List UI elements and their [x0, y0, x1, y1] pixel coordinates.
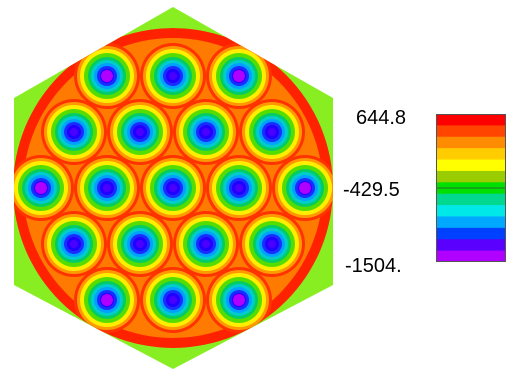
well — [206, 267, 272, 333]
colorbar-band — [436, 125, 506, 138]
well-center — [299, 182, 311, 194]
colorbar-band — [436, 250, 506, 262]
well-center — [35, 182, 47, 194]
well-center — [268, 128, 276, 136]
well — [140, 155, 206, 221]
colorbar-band — [436, 148, 506, 161]
well-center — [268, 240, 276, 248]
well — [239, 211, 305, 277]
well-center — [103, 184, 111, 192]
well-center — [136, 240, 144, 248]
colorbar-band — [436, 205, 506, 218]
well-center — [169, 184, 177, 192]
colorbar-max-label: 644.8 — [356, 107, 407, 129]
well-center — [202, 240, 210, 248]
well-center — [202, 128, 210, 136]
well-center — [169, 72, 177, 80]
colorbar — [436, 114, 506, 262]
well — [107, 99, 173, 165]
well-center — [101, 294, 113, 306]
well — [74, 43, 140, 109]
well — [239, 99, 305, 165]
well — [140, 267, 206, 333]
colorbar-band — [436, 227, 506, 240]
colorbar-min-label: -1504. — [345, 255, 402, 277]
colorbar-band — [436, 159, 506, 172]
colorbar-band — [436, 239, 506, 252]
well — [140, 43, 206, 109]
colorbar-band — [436, 170, 506, 183]
well-center — [70, 128, 78, 136]
well — [173, 211, 239, 277]
well-center — [70, 240, 78, 248]
colorbar-band — [436, 193, 506, 206]
well — [41, 99, 107, 165]
well — [74, 155, 140, 221]
colorbar-band — [436, 216, 506, 229]
well — [272, 155, 333, 221]
well — [107, 211, 173, 277]
well — [206, 43, 272, 109]
well-center — [233, 294, 245, 306]
well-center — [169, 296, 177, 304]
colorbar-band — [436, 114, 506, 126]
contour-disk — [14, 28, 333, 348]
colorbar-band — [436, 136, 506, 149]
colorbar-mid-label: -429.5 — [343, 179, 400, 201]
well — [14, 155, 74, 221]
hexagonal-field-plot — [14, 7, 333, 369]
well — [74, 267, 140, 333]
well-center — [233, 70, 245, 82]
well — [206, 155, 272, 221]
well-center — [101, 70, 113, 82]
well-center — [136, 128, 144, 136]
well — [173, 99, 239, 165]
well-center — [235, 184, 243, 192]
well — [41, 211, 107, 277]
